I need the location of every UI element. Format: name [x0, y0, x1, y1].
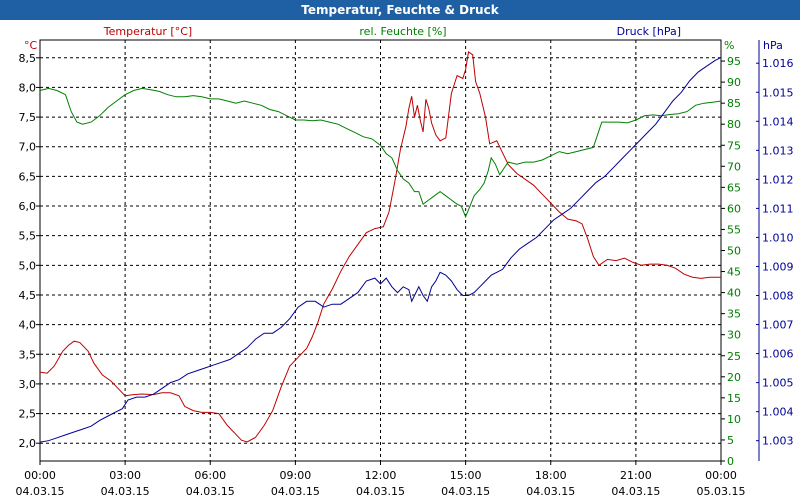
temp-tick-label: 4,0 — [19, 319, 37, 332]
humidity-tick-label: 70 — [727, 160, 741, 173]
date-tick-label: 04.03.15 — [526, 485, 575, 498]
pressure-tick-label: 1.013 — [762, 144, 794, 157]
humidity-tick-label: 95 — [727, 55, 741, 68]
humidity-tick-label: 50 — [727, 245, 741, 258]
temp-tick-label: 8,5 — [19, 52, 37, 65]
temp-tick-label: 2,5 — [19, 408, 37, 421]
pressure-tick-label: 1.010 — [762, 231, 794, 244]
humidity-unit-label: % — [724, 39, 734, 52]
pressure-tick-label: 1.011 — [762, 202, 794, 215]
time-tick-label: 09:00 — [280, 469, 312, 482]
humidity-tick-label: 5 — [727, 434, 734, 447]
humidity-tick-label: 80 — [727, 118, 741, 131]
pressure-tick-label: 1.009 — [762, 260, 794, 273]
temp-tick-label: 5,5 — [19, 230, 37, 243]
date-tick-label: 04.03.15 — [101, 485, 150, 498]
temp-axis-label: Temperatur [°C] — [103, 25, 192, 38]
time-tick-label: 03:00 — [109, 469, 141, 482]
humidity-tick-label: 60 — [727, 202, 741, 215]
temp-tick-label: 5,0 — [19, 259, 37, 272]
humidity-tick-label: 15 — [727, 392, 741, 405]
temp-tick-label: 6,0 — [19, 200, 37, 213]
temp-tick-label: 7,0 — [19, 141, 37, 154]
series-group — [39, 51, 722, 443]
humidity-tick-label: 65 — [727, 181, 741, 194]
pressure-unit-label: hPa — [763, 39, 783, 52]
pressure-tick-label: 1.016 — [762, 57, 794, 70]
time-axis: 00:00 04.03.15 03:00 04.03.15 06:00 04.03.15 0… — [16, 461, 746, 498]
date-tick-label: 04.03.15 — [16, 485, 65, 498]
time-tick-label: 12:00 — [365, 469, 397, 482]
humidity-series-line — [39, 87, 722, 219]
date-tick-label: 04.03.15 — [356, 485, 405, 498]
pressure-tick-label: 1.014 — [762, 115, 794, 128]
humidity-tick-label: 30 — [727, 329, 741, 342]
temp-series-line — [39, 51, 721, 443]
date-tick-label: 04.03.15 — [271, 485, 320, 498]
humidity-tick-label: 0 — [727, 455, 734, 468]
temp-tick-label: 4,5 — [19, 289, 37, 302]
humidity-tick-label: 85 — [727, 97, 741, 110]
pressure-tick-label: 1.003 — [762, 435, 794, 448]
temperature-axis: 2,0 2,5 3,0 3,5 4,0 4,5 5,0 5,5 6,0 6,5 7,0 7,5 8,0 8… — [19, 52, 40, 450]
humidity-tick-label: 40 — [727, 287, 741, 300]
pressure-series-line — [39, 56, 722, 443]
pressure-tick-label: 1.004 — [762, 406, 794, 419]
pressure-tick-label: 1.006 — [762, 348, 794, 361]
temp-tick-label: 6,5 — [19, 170, 37, 183]
humidity-tick-label: 55 — [727, 223, 741, 236]
chart-title: Temperatur, Feuchte & Druck — [0, 0, 800, 20]
time-tick-label: 00:00 — [705, 469, 737, 482]
humidity-tick-label: 35 — [727, 308, 741, 321]
time-tick-label: 18:00 — [535, 469, 567, 482]
pressure-axis-label: Druck [hPa] — [617, 25, 681, 38]
chart: 2,0 2,5 3,0 3,5 4,0 4,5 5,0 5,5 6,0 6,5 7,0 7,5 8,0 8… — [16, 25, 794, 498]
date-tick-label: 04.03.15 — [611, 485, 660, 498]
pressure-axis: 1.003 1.004 1.005 1.006 1.007 1.008 1.009 1.010… — [756, 40, 794, 461]
humidity-tick-label: 10 — [727, 413, 741, 426]
temp-tick-label: 8,0 — [19, 81, 37, 94]
humidity-tick-label: 45 — [727, 266, 741, 279]
time-tick-label: 06:00 — [194, 469, 226, 482]
pressure-tick-label: 1.005 — [762, 377, 794, 390]
grid — [40, 40, 721, 461]
humidity-tick-label: 25 — [727, 350, 741, 363]
temp-tick-label: 3,0 — [19, 378, 37, 391]
humidity-axis: 0 5 10 15 20 25 30 35 40 45 50 55 60 65 70 75 80 85 90 95 — [721, 55, 741, 468]
pressure-tick-label: 1.015 — [762, 86, 794, 99]
date-tick-label: 04.03.15 — [441, 485, 490, 498]
temp-tick-label: 3,5 — [19, 348, 37, 361]
pressure-tick-label: 1.007 — [762, 319, 794, 332]
humidity-tick-label: 90 — [727, 76, 741, 89]
pressure-tick-label: 1.008 — [762, 290, 794, 303]
humidity-tick-label: 20 — [727, 371, 741, 384]
time-tick-label: 21:00 — [620, 469, 652, 482]
temp-tick-label: 2,0 — [19, 437, 37, 450]
time-tick-label: 15:00 — [450, 469, 482, 482]
temp-tick-label: 7,5 — [19, 111, 37, 124]
pressure-tick-label: 1.012 — [762, 173, 794, 186]
date-tick-label: 04.03.15 — [186, 485, 235, 498]
date-tick-label: 05.03.15 — [697, 485, 746, 498]
temp-unit-label: °C — [24, 39, 38, 52]
humidity-tick-label: 75 — [727, 139, 741, 152]
humidity-axis-label: rel. Feuchte [%] — [359, 25, 446, 38]
time-tick-label: 00:00 — [24, 469, 56, 482]
